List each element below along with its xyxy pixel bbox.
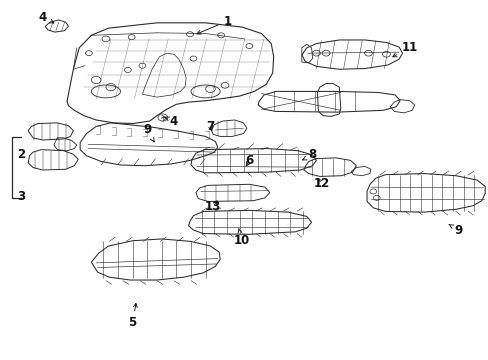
Text: 10: 10 [233, 229, 250, 247]
Text: 3: 3 [17, 190, 25, 203]
Text: 9: 9 [448, 224, 462, 237]
Text: 4: 4 [39, 11, 54, 24]
Text: 8: 8 [302, 148, 316, 162]
Text: 13: 13 [204, 200, 221, 213]
Text: 9: 9 [143, 123, 154, 142]
Text: 11: 11 [392, 41, 417, 57]
Text: 7: 7 [206, 120, 214, 133]
Text: 1: 1 [197, 14, 231, 34]
Text: 12: 12 [313, 177, 330, 190]
Text: 4: 4 [164, 114, 178, 127]
Text: 5: 5 [128, 303, 137, 329]
Text: 2: 2 [17, 148, 25, 162]
Text: 6: 6 [245, 154, 253, 167]
